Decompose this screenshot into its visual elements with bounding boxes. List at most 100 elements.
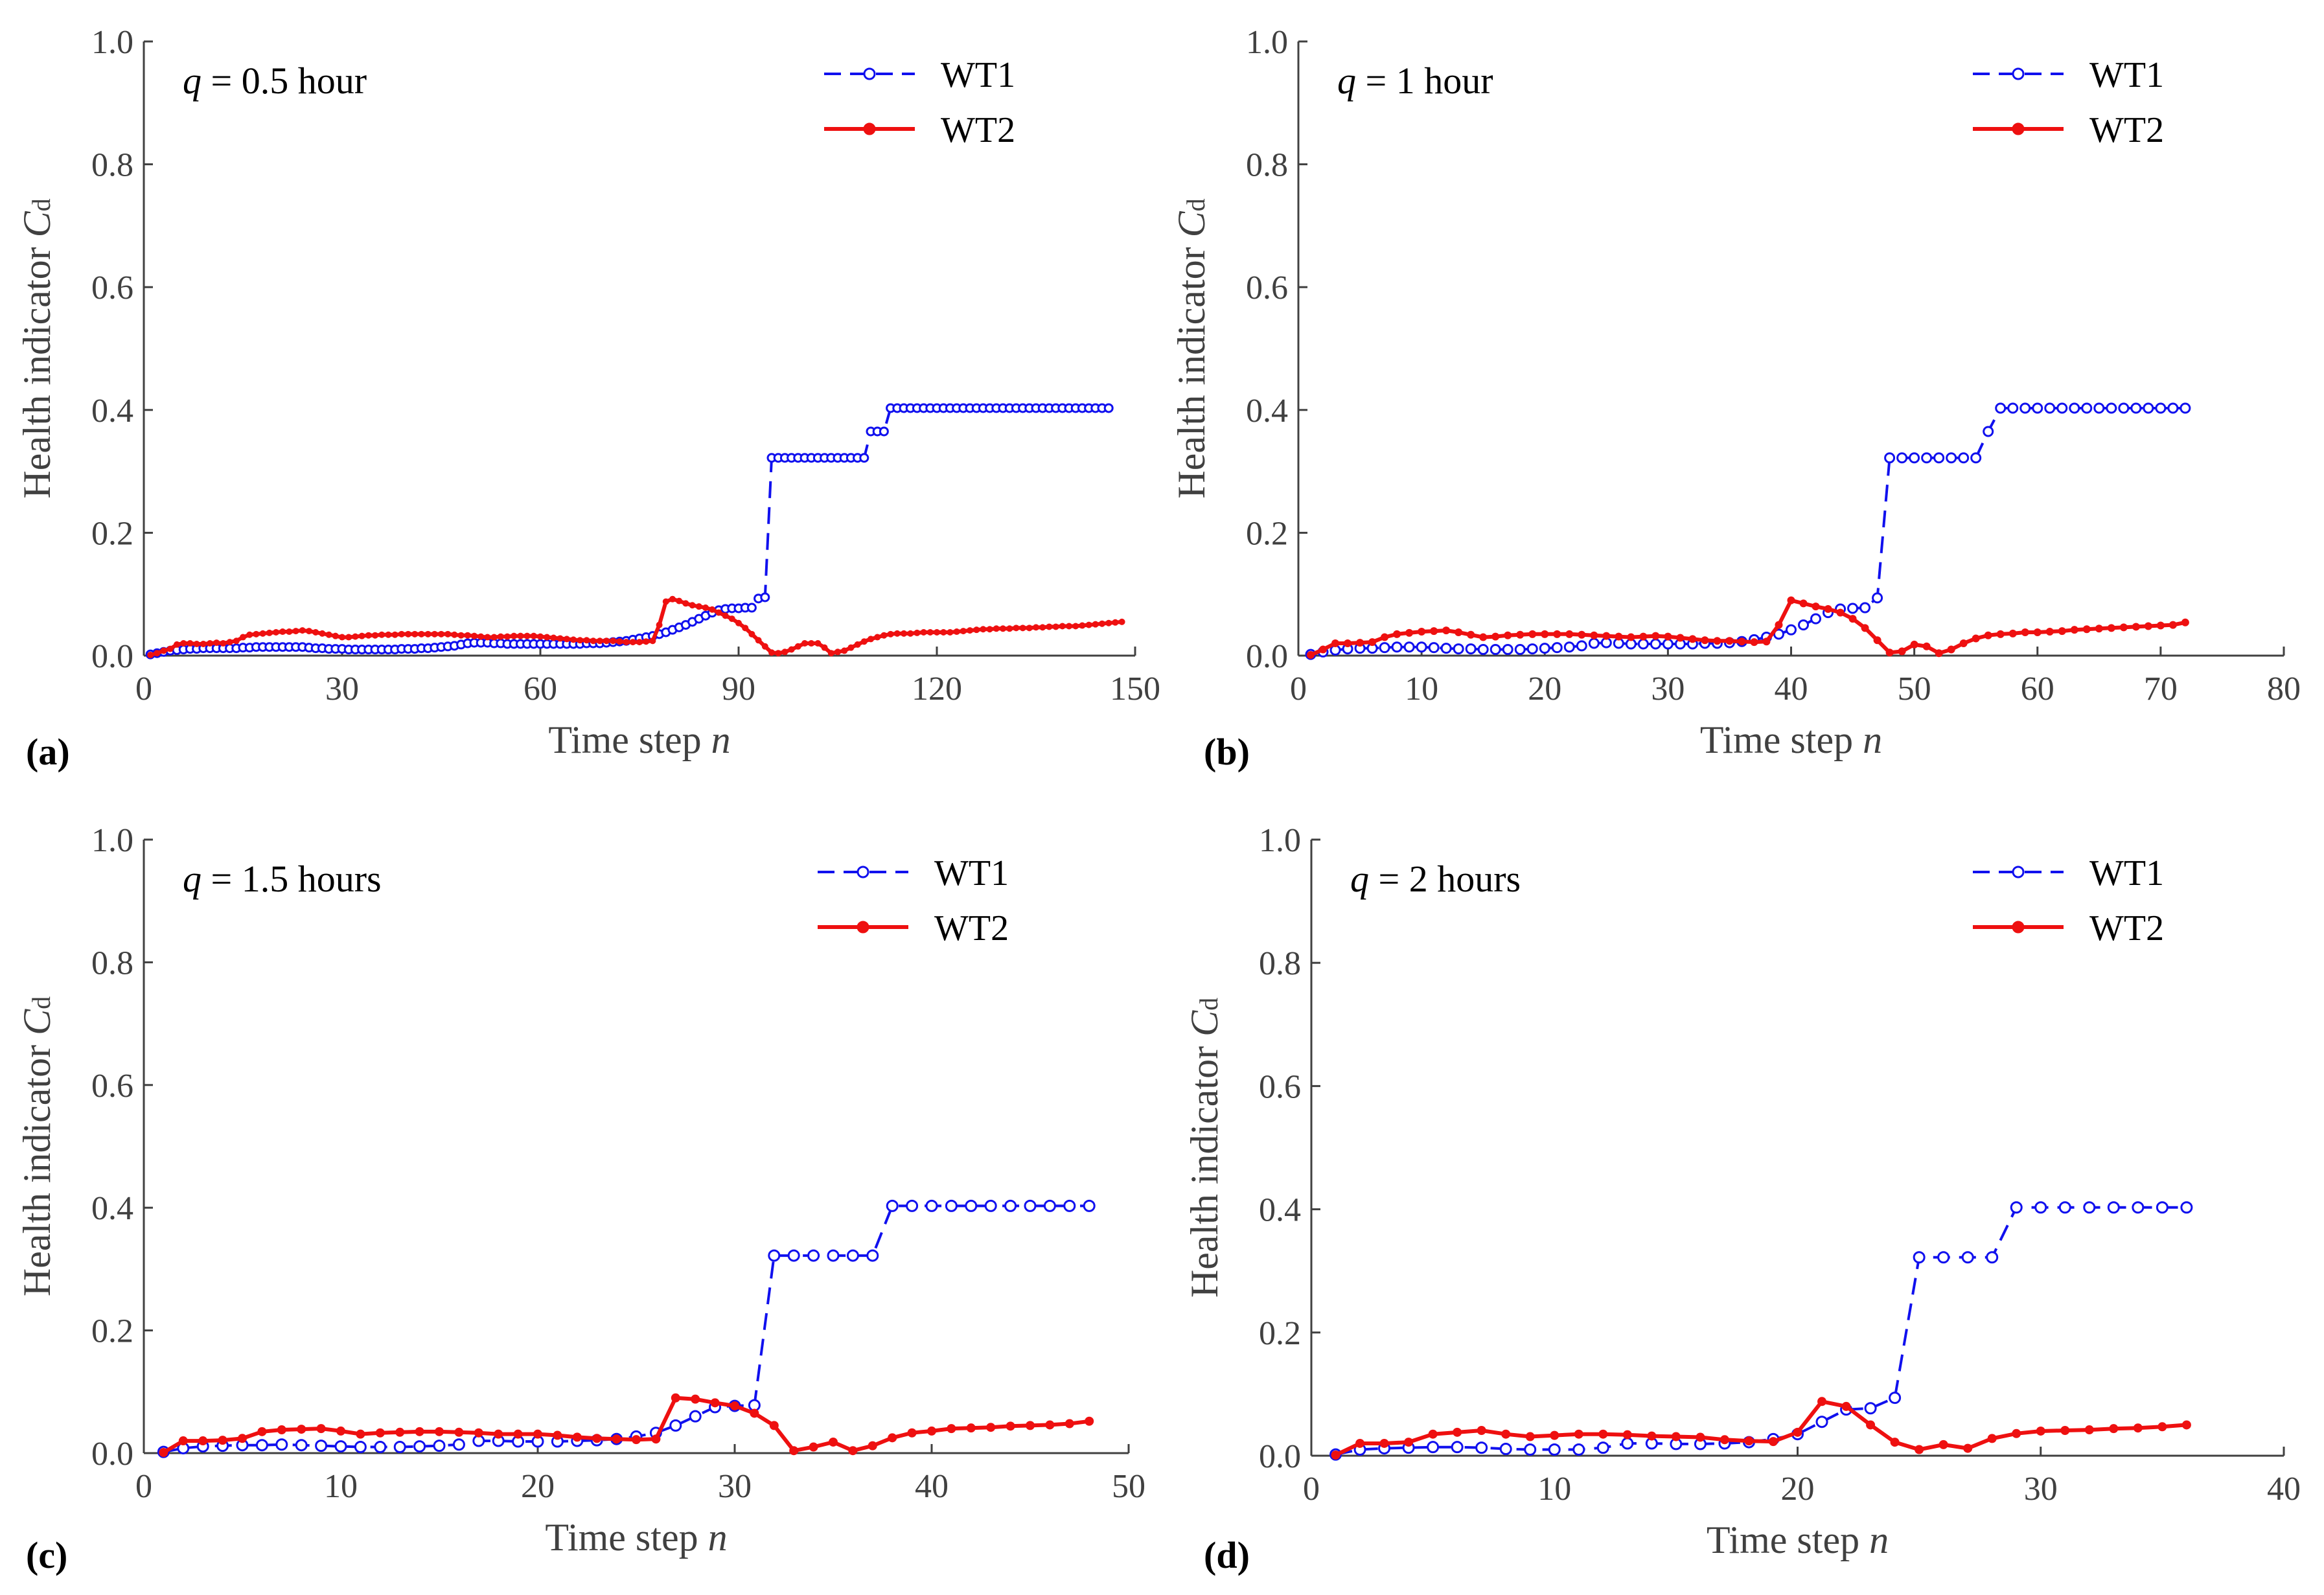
data-point-wt2 bbox=[1578, 630, 1586, 639]
data-point-wt1 bbox=[2056, 402, 2068, 414]
legend-label-wt1: WT1 bbox=[941, 55, 1015, 95]
panel-label: (b) bbox=[1204, 731, 1250, 773]
data-point-wt1 bbox=[315, 1440, 328, 1452]
data-point-wt2 bbox=[1453, 1427, 1462, 1437]
data-point-wt2 bbox=[2070, 626, 2078, 634]
data-point-wt2 bbox=[279, 628, 286, 636]
data-point-wt2 bbox=[953, 628, 960, 636]
data-point-wt1 bbox=[1896, 452, 1908, 464]
data-point-wt2 bbox=[947, 1424, 956, 1434]
q-annotation-var: q bbox=[183, 858, 201, 900]
data-point-wt1 bbox=[334, 1440, 347, 1453]
y-axis-label-sub: d bbox=[1181, 198, 1210, 211]
data-point-wt2 bbox=[451, 631, 458, 638]
data-point-wt2 bbox=[570, 636, 577, 643]
data-point-wt1 bbox=[2083, 1201, 2096, 1214]
data-point-wt2 bbox=[1026, 625, 1033, 632]
y-axis-label-sub: d bbox=[1194, 998, 1223, 1011]
data-point-wt2 bbox=[1959, 639, 1968, 648]
x-tick-label: 30 bbox=[2024, 1471, 2058, 1508]
data-point-wt2 bbox=[213, 639, 220, 647]
data-point-wt1 bbox=[2093, 402, 2105, 414]
data-point-wt2 bbox=[1105, 619, 1112, 626]
data-point-wt2 bbox=[187, 640, 194, 647]
data-point-wt1 bbox=[1913, 1251, 1926, 1264]
series-wt2 bbox=[147, 595, 1125, 659]
data-point-wt2 bbox=[636, 639, 643, 646]
data-point-wt2 bbox=[312, 628, 319, 636]
data-point-wt2 bbox=[715, 609, 722, 616]
data-point-wt2 bbox=[292, 628, 299, 635]
data-point-wt2 bbox=[1873, 636, 1881, 645]
data-point-wt2 bbox=[1890, 1438, 1900, 1447]
data-point-wt1 bbox=[413, 1440, 426, 1453]
data-point-wt2 bbox=[623, 639, 630, 646]
y-tick-label: 0.8 bbox=[91, 147, 133, 184]
y-tick-label: 0.8 bbox=[91, 945, 133, 981]
data-point-wt2 bbox=[1836, 608, 1845, 617]
legend-label-wt1: WT1 bbox=[2089, 853, 2164, 893]
data-point-wt2 bbox=[200, 640, 207, 647]
data-point-wt1 bbox=[1379, 642, 1390, 654]
x-tick-label: 10 bbox=[324, 1468, 358, 1505]
data-point-wt2 bbox=[1553, 630, 1561, 638]
data-point-wt2 bbox=[444, 630, 452, 637]
data-point-wt2 bbox=[544, 634, 551, 641]
panel-b: 0 10 20 30 40 50 60 70 80 0.0 0.2 0.4 0.6 0.8 1.0 Time … bbox=[1170, 24, 2301, 773]
x-tick-label: 120 bbox=[912, 671, 962, 707]
data-point-wt2 bbox=[695, 603, 702, 610]
data-point-wt2 bbox=[1848, 615, 1857, 623]
data-point-wt1 bbox=[2034, 1201, 2047, 1214]
data-point-wt2 bbox=[178, 1436, 188, 1446]
data-point-wt2 bbox=[1935, 649, 1943, 658]
legend-label-wt1: WT1 bbox=[934, 853, 1009, 893]
data-point-wt1 bbox=[1970, 452, 1982, 464]
data-point-wt2 bbox=[391, 631, 398, 638]
data-point-wt2 bbox=[1622, 1430, 1632, 1440]
data-point-wt1 bbox=[1499, 1443, 1512, 1456]
y-tick-label: 0.6 bbox=[1259, 1068, 1301, 1105]
data-point-wt2 bbox=[1045, 1420, 1055, 1430]
legend-marker-wt2 bbox=[857, 921, 869, 934]
data-point-wt2 bbox=[888, 1433, 897, 1443]
data-point-wt2 bbox=[352, 633, 359, 640]
data-point-wt1 bbox=[1004, 1199, 1017, 1212]
legend-marker-wt1 bbox=[2012, 67, 2025, 80]
data-point-wt1 bbox=[2167, 402, 2179, 414]
x-axis-label-text: Time step bbox=[1707, 1519, 1859, 1561]
data-point-wt2 bbox=[1812, 602, 1820, 611]
data-point-wt2 bbox=[277, 1425, 286, 1435]
data-point-wt2 bbox=[1602, 632, 1611, 640]
x-tick-label: 30 bbox=[1651, 671, 1685, 707]
y-axis-label: Health indicator Cd bbox=[16, 996, 58, 1296]
data-point-wt2 bbox=[926, 628, 934, 636]
data-point-wt2 bbox=[1793, 1427, 1802, 1437]
y-tick-label: 0.6 bbox=[91, 1068, 133, 1105]
data-point-wt2 bbox=[207, 640, 213, 647]
data-point-wt2 bbox=[1066, 623, 1072, 630]
y-tick-label: 0.2 bbox=[1259, 1315, 1301, 1352]
data-point-wt2 bbox=[193, 640, 200, 647]
q-annotation-var: q bbox=[1350, 858, 1369, 900]
x-tick-label: 80 bbox=[2267, 671, 2301, 707]
panel-c: 0 10 20 30 40 50 0.0 0.2 0.4 0.6 0.8 1.0 Time step n… bbox=[16, 822, 1145, 1576]
data-point-wt2 bbox=[1939, 1440, 1948, 1449]
data-point-wt2 bbox=[372, 632, 378, 639]
data-point-wt1 bbox=[295, 1439, 308, 1452]
data-point-wt2 bbox=[160, 647, 167, 654]
data-point-wt2 bbox=[1525, 1432, 1535, 1441]
data-point-wt2 bbox=[339, 634, 345, 641]
data-point-wt2 bbox=[490, 634, 498, 641]
data-point-wt2 bbox=[1910, 640, 1918, 648]
data-point-wt2 bbox=[629, 639, 636, 646]
data-point-wt2 bbox=[662, 598, 669, 605]
data-point-wt2 bbox=[1092, 621, 1099, 628]
data-point-wt2 bbox=[1922, 642, 1931, 650]
data-point-wt2 bbox=[728, 615, 735, 623]
data-point-wt2 bbox=[154, 650, 161, 657]
data-point-wt2 bbox=[1085, 1416, 1094, 1426]
data-point-wt1 bbox=[787, 1249, 800, 1262]
data-point-wt2 bbox=[345, 634, 352, 641]
data-point-wt1 bbox=[1524, 1443, 1537, 1456]
data-point-wt1 bbox=[2180, 1201, 2193, 1214]
